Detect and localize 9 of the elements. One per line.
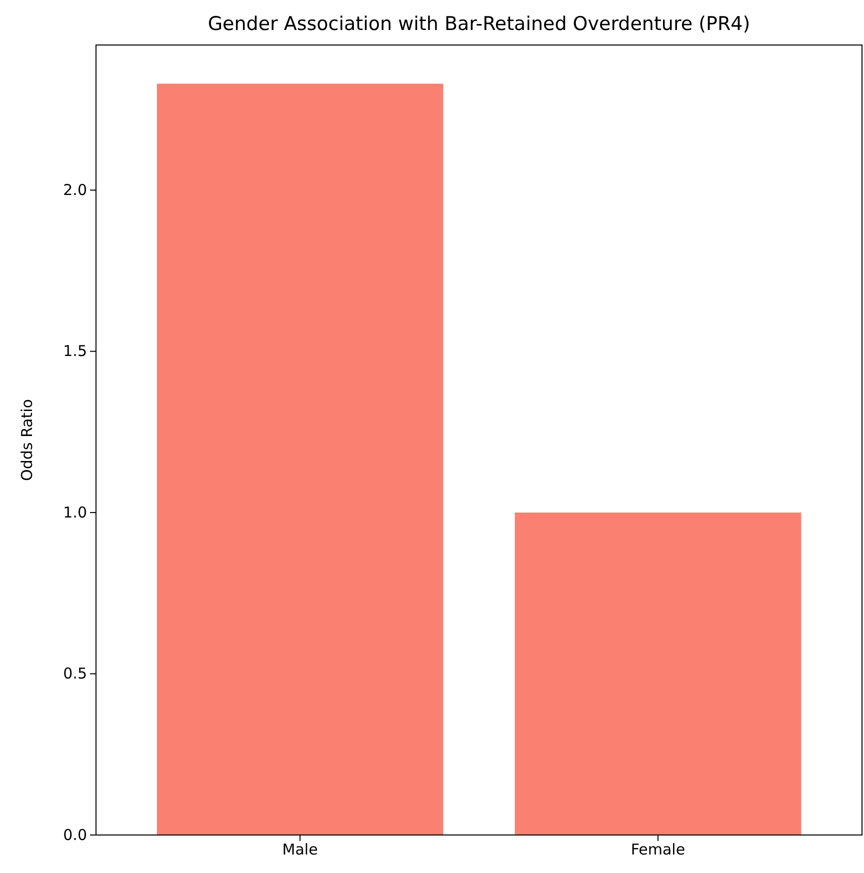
y-tick-label: 1.0 <box>63 503 87 522</box>
y-axis-title: Odds Ratio <box>18 399 36 481</box>
y-tick-label: 2.0 <box>63 180 87 199</box>
chart-title: Gender Association with Bar-Retained Overdenture (PR4) <box>208 13 750 35</box>
y-tick-label: 1.5 <box>63 342 87 360</box>
y-tick-label: 0.0 <box>63 826 87 844</box>
y-tick-label: 0.5 <box>63 664 87 683</box>
x-tick-label: Female <box>630 840 686 859</box>
x-tick-label: Male <box>282 840 318 859</box>
